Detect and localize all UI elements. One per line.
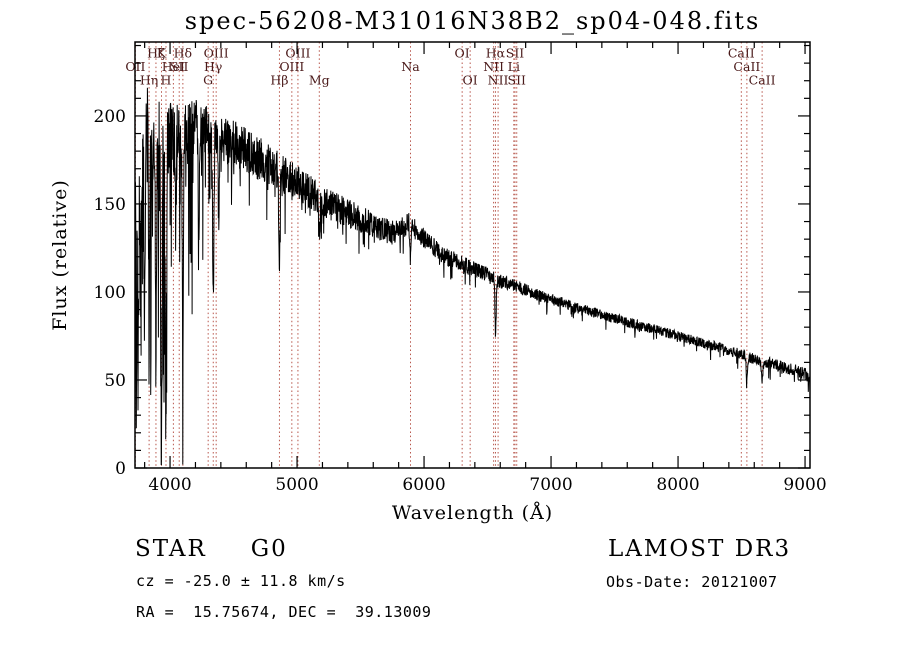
x-tick-label: 7000 <box>529 475 572 495</box>
spectral-line-label: SII <box>508 73 527 88</box>
y-axis-label: Flux (relative) <box>49 179 71 331</box>
spectral-line-label: SII <box>170 59 189 74</box>
obs-date-label: Obs-Date: 20121007 <box>606 573 778 591</box>
spectrum-line <box>134 87 811 465</box>
radial-velocity-label: cz = -25.0 ± 11.8 km/s <box>136 572 346 590</box>
spectral-line-label: NII <box>488 73 509 88</box>
survey-release-label: LAMOST DR3 <box>608 536 792 562</box>
spectral-line-label: Hδ <box>174 46 192 61</box>
spectral-line-label: OI <box>463 73 478 88</box>
spectral-line-label: CaII <box>749 73 776 88</box>
object-subclass: G0 <box>250 536 288 562</box>
spectral-line-label: SII <box>506 46 525 61</box>
spectral-line-label: H <box>161 73 172 88</box>
object-class: STAR <box>135 536 207 562</box>
classification-line: STAR G0 <box>135 536 288 562</box>
y-tick-label: 200 <box>94 107 126 127</box>
x-tick-label: 9000 <box>783 475 826 495</box>
spectral-line-label: NII <box>483 59 504 74</box>
x-tick-label: 6000 <box>402 475 445 495</box>
spectral-line-label: OIII <box>285 46 310 61</box>
y-tick-label: 100 <box>94 283 126 303</box>
spectral-line-label: Hα <box>486 46 506 61</box>
y-tick-label: 150 <box>94 195 126 215</box>
spectral-line-label: Na <box>401 59 420 74</box>
spectral-line-label: OIII <box>204 46 229 61</box>
spectral-line-label: Hβ <box>270 73 288 88</box>
x-axis-label: Wavelength (Å) <box>391 502 554 524</box>
plot-title: spec-56208-M31016N38B2_sp04-048.fits <box>184 7 761 35</box>
plot-frame <box>134 41 811 469</box>
x-tick-label: 4000 <box>148 475 191 495</box>
spectral-line-label: Hγ <box>204 59 222 74</box>
ra-dec-label: RA = 15.75674, DEC = 39.13009 <box>136 603 432 621</box>
spectral-line-label: OIII <box>279 59 304 74</box>
spectral-line-label: Hη <box>140 73 158 88</box>
y-tick-label: 50 <box>104 371 126 391</box>
spectral-line-label: K <box>157 46 167 61</box>
spectral-line-label: Mg <box>309 73 330 88</box>
spectral-line-label: HeI <box>162 59 185 74</box>
spectral-line-label: CaII <box>733 59 760 74</box>
spectral-line-label: Hζ <box>147 46 165 61</box>
spectral-line-label: CaII <box>728 46 755 61</box>
spectral-line-label: OI <box>455 46 470 61</box>
spectral-line-label: G <box>203 73 213 88</box>
x-tick-label: 5000 <box>275 475 318 495</box>
spectral-line-label: Li <box>508 59 520 74</box>
x-tick-label: 8000 <box>656 475 699 495</box>
y-tick-label: 0 <box>115 459 126 479</box>
